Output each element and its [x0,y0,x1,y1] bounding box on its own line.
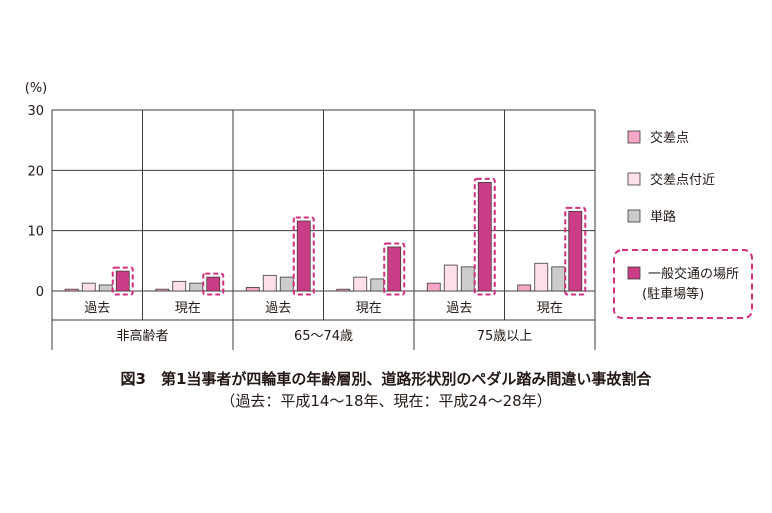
legend-swatch [627,209,641,223]
period-label: 過去 [265,301,291,316]
period-label: 現在 [537,301,563,316]
bar-highlight-box [202,272,225,296]
legend-label: 一般交通の場所(駐車場等) [642,266,739,302]
bar [245,286,260,292]
legend-swatch [627,130,641,144]
bar-highlight-box [292,216,315,296]
bar-highlight-box [111,266,134,296]
y-tick-label: 20 [27,164,44,179]
bar [262,274,277,292]
bar [279,276,294,292]
bar [534,262,549,292]
chart-subtitle: （過去：平成14〜18年、現在：平成24〜28年） [220,392,552,410]
period-label: 過去 [446,301,472,316]
legend-highlight-box [613,249,753,319]
chart-title: 図3 第1当事者が四輪車の年齢層別、道路形状別のペダル踏み間違い事故割合 [120,370,652,388]
y-tick-label: 30 [27,104,44,119]
legend-swatch [627,266,641,280]
period-label: 過去 [84,301,110,316]
legend-label: 単路 [650,209,676,225]
bar [517,284,532,292]
bar-highlight-box [383,242,406,296]
bar [336,288,351,292]
bars [64,177,587,296]
bar [81,282,96,292]
legend-label: 交差点 [650,130,689,146]
bar [353,276,368,292]
bar [206,276,221,292]
bar [296,220,311,292]
bar [387,246,402,292]
bar [98,284,113,292]
bar-highlight-box [564,206,587,296]
group-label: 非高齢者 [116,328,168,344]
bar [64,288,79,292]
y-tick-label: 0 [36,285,44,300]
legend-swatch [627,172,641,186]
bar [426,282,441,292]
legend-label: 交差点付近 [650,172,715,188]
grid [51,109,596,350]
y-tick-label: 10 [27,225,44,240]
bar [477,181,492,292]
bar [189,282,204,292]
group-label: 75歳以上 [477,329,533,344]
bar [568,210,583,292]
y-unit-label: (%) [25,81,48,96]
bar [460,266,475,292]
bar [155,288,170,292]
period-label: 現在 [175,301,201,316]
bar [551,266,566,292]
group-label: 65〜74歳 [294,329,353,344]
bar [443,264,458,292]
period-label: 現在 [356,301,382,316]
bar [115,270,130,292]
bar [172,280,187,292]
bar [370,278,385,292]
bar-highlight-box [473,177,496,296]
